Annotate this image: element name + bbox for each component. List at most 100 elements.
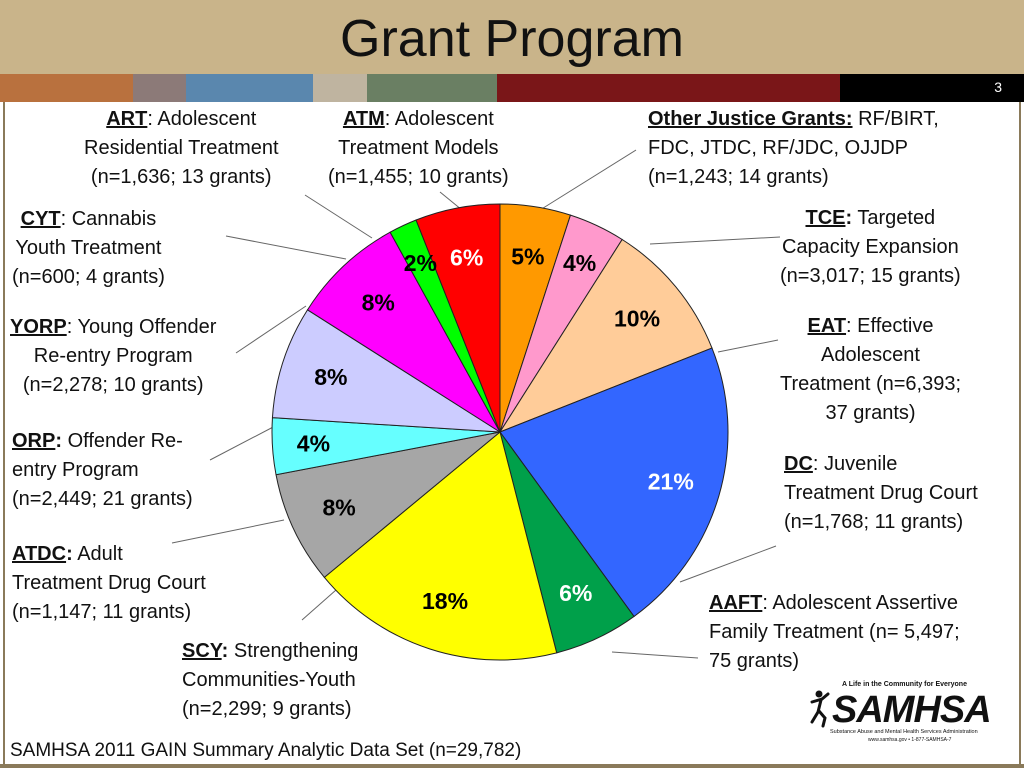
pie-slice-yorp — [306, 231, 501, 433]
label-line: (n=600; 4 grants) — [12, 266, 165, 288]
label-line: FDC, JTDC, RF/JDC, OJJDP — [648, 137, 908, 159]
label-text: RF/BIRT, — [852, 108, 939, 130]
color-strip-segment — [0, 74, 133, 102]
pie-data-label-art: 6% — [450, 244, 483, 270]
label-line: Youth Treatment — [15, 237, 162, 259]
pie-data-label-dc: 6% — [559, 580, 592, 606]
leader-line-cyt — [225, 235, 347, 260]
label-code: ART — [106, 108, 148, 130]
leader-line-orp — [209, 424, 278, 461]
bottom-rule — [0, 764, 1024, 768]
label-code: CYT — [20, 208, 61, 230]
label-code: SCY — [182, 640, 222, 662]
label-code: ATDC — [12, 543, 67, 565]
leader-line-art — [304, 194, 373, 239]
label-line: 75 grants) — [709, 650, 800, 672]
label-code: Other Justice Grants: — [648, 108, 853, 130]
pie-labels: 5% 4% 10% 21% 6% 18% 8% 4% 8% 8% 2% 6% — [297, 243, 694, 614]
label-line: Re-entry Program — [33, 345, 193, 367]
label-line: (n=1,636; 13 grants) — [90, 166, 272, 188]
decorative-color-strip — [0, 74, 1024, 102]
legend-label-art: ART: Adolescent Residential Treatment (n… — [84, 105, 279, 192]
label-text: : Effective — [846, 315, 934, 337]
label-line: Residential Treatment — [84, 137, 279, 159]
label-line: (n=1,768; 11 grants) — [784, 511, 964, 533]
pie-slice-orp — [271, 309, 501, 433]
label-code: ORP — [12, 430, 56, 452]
label-text: Targeted — [852, 207, 936, 229]
legend-label-eat: EAT: Effective Adolescent Treatment (n=6… — [780, 312, 961, 428]
color-strip-segment — [840, 74, 1024, 102]
label-line: (n=2,278; 10 grants) — [22, 374, 204, 396]
legend-label-tce: TCE: Targeted Capacity Expansion (n=3,01… — [780, 204, 961, 291]
slide-number: 3 — [994, 79, 1002, 95]
label-text: Offender Re- — [62, 430, 183, 452]
pie-slice-art — [415, 203, 501, 433]
label-code: DC — [784, 453, 813, 475]
source-note: SAMHSA 2011 GAIN Summary Analytic Data S… — [10, 740, 522, 761]
label-line: Treatment Drug Court — [12, 572, 206, 594]
leader-line-dc — [679, 545, 777, 583]
leader-line-other — [539, 149, 637, 211]
leader-line-tce — [649, 236, 781, 245]
pie-data-label-cyt: 2% — [404, 250, 437, 276]
color-strip-segment — [647, 74, 840, 102]
pie-data-label-scy: 8% — [322, 495, 355, 521]
legend-label-other-justice-grants: Other Justice Grants: RF/BIRT, FDC, JTDC… — [648, 105, 939, 192]
pie-data-label-other: 4% — [563, 250, 596, 276]
content-frame — [3, 102, 1021, 765]
label-text: : Juvenile — [812, 453, 898, 475]
legend-label-orp: ORP: Offender Re- entry Program (n=2,449… — [12, 427, 193, 514]
label-text: : Adolescent Assertive — [762, 592, 958, 614]
pie-slice-eat — [499, 347, 729, 618]
leader-line-eat — [717, 339, 779, 353]
label-line: (n=2,449; 21 grants) — [12, 488, 193, 510]
label-text: Strengthening — [228, 640, 359, 662]
label-line: (n=1,455; 10 grants) — [328, 166, 509, 188]
legend-label-cyt: CYT: Cannabis Youth Treatment (n=600; 4 … — [12, 205, 165, 292]
label-line: entry Program — [12, 459, 139, 481]
pie-data-label-orp: 8% — [314, 364, 347, 390]
leader-line-atdc — [171, 519, 285, 544]
label-line: Treatment Models — [338, 137, 499, 159]
label-line: (n=1,243; 14 grants) — [648, 166, 829, 188]
legend-label-dc: DC: Juvenile Treatment Drug Court (n=1,7… — [784, 450, 978, 537]
pie-data-label-yorp: 8% — [362, 289, 395, 315]
samhsa-subline: Substance Abuse and Mental Health Servic… — [830, 729, 978, 735]
label-line: Capacity Expansion — [781, 236, 959, 258]
pie-data-label-tce: 10% — [614, 306, 660, 332]
label-line: (n=1,147; 11 grants) — [12, 601, 192, 623]
color-strip-segment — [186, 74, 313, 102]
label-code: TCE — [805, 207, 846, 229]
pie-data-label-atdc: 4% — [297, 431, 330, 457]
label-sep: : — [66, 543, 73, 565]
label-line: Treatment (n=6,393; — [780, 373, 962, 395]
color-strip-segment — [133, 74, 186, 102]
leader-line-atm — [439, 191, 463, 211]
label-line: Communities-Youth — [182, 669, 356, 691]
leader-lines — [171, 149, 781, 659]
samhsa-wordmark: SAMHSA — [832, 689, 992, 731]
label-line: (n=3,017; 15 grants) — [780, 265, 961, 287]
color-strip-segment — [497, 74, 647, 102]
label-line: (n=2,299; 9 grants) — [182, 698, 352, 720]
label-line: 37 grants) — [825, 402, 916, 424]
label-line: Treatment Drug Court — [784, 482, 978, 504]
legend-label-yorp: YORP: Young Offender Re-entry Program (n… — [10, 313, 216, 400]
label-text: : Young Offender — [66, 316, 217, 338]
leader-line-aaft — [611, 651, 699, 659]
pie-data-label-aaft: 18% — [422, 588, 468, 614]
pie-data-label-atm: 5% — [511, 243, 544, 269]
label-sep: : — [221, 640, 229, 662]
color-strip-segment — [313, 74, 367, 102]
label-code: ATM — [342, 108, 385, 130]
slide-title: Grant Program — [340, 10, 684, 68]
label-text: : Adolescent — [147, 108, 257, 130]
samhsa-contact: www.samhsa.gov • 1-877-SAMHSA-7 — [868, 737, 952, 743]
pie-slice-tce — [498, 238, 713, 434]
samhsa-figure-icon — [810, 690, 830, 728]
label-line: Adolescent — [821, 344, 920, 366]
color-strip-segment — [367, 74, 497, 102]
label-sep: : — [845, 207, 853, 229]
